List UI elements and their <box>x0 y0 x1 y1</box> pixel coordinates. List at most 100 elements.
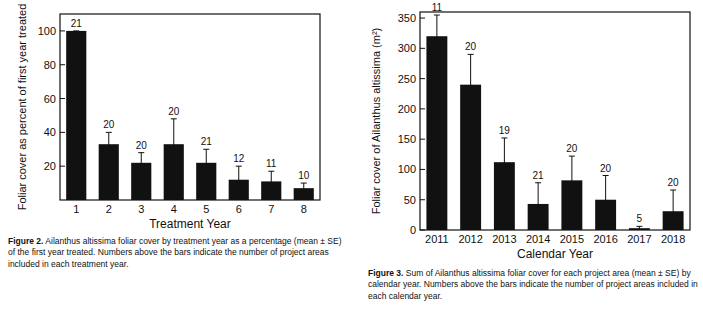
error-cap <box>171 118 177 119</box>
y-tick <box>420 48 425 49</box>
count-label: 20 <box>136 140 148 151</box>
count-label: 20 <box>600 163 612 174</box>
error-bar <box>468 54 474 115</box>
error-bar <box>268 171 274 191</box>
error-line <box>271 171 272 191</box>
error-bar <box>203 149 209 176</box>
error-cap <box>501 137 507 138</box>
chart-0: 21202020211211102040608010012345678Treat… <box>16 4 320 231</box>
y-tick-label: 100 <box>38 25 56 37</box>
error-bar <box>138 153 144 173</box>
y-tick-label: 100 <box>398 163 416 175</box>
plot-frame <box>420 12 690 230</box>
y-tick <box>420 199 425 200</box>
error-cap <box>236 166 242 167</box>
error-line <box>173 119 174 170</box>
error-line <box>141 153 142 173</box>
figure-page: {"chart_data": [ {"type": "bar", "y_labe… <box>0 0 703 323</box>
x-axis-label: Treatment Year <box>149 217 231 231</box>
y-tick-label: 300 <box>398 42 416 54</box>
error-line <box>238 166 239 193</box>
x-tick-label: 2012 <box>458 233 482 245</box>
x-tick-label: 7 <box>268 203 274 215</box>
error-line <box>538 183 539 225</box>
y-tick-label: 200 <box>398 103 416 115</box>
error-cap <box>535 182 541 183</box>
error-bar <box>535 183 541 225</box>
y-tick <box>60 64 65 65</box>
y-tick <box>420 230 425 231</box>
error-bar <box>73 30 79 31</box>
y-tick <box>60 132 65 133</box>
error-line <box>673 190 674 230</box>
error-bar <box>501 138 507 186</box>
x-tick-label: 1 <box>73 203 79 215</box>
error-cap <box>106 132 112 133</box>
marks <box>426 15 683 230</box>
count-label: 20 <box>668 177 680 188</box>
count-label: 11 <box>432 2 443 13</box>
error-bar <box>171 119 177 170</box>
error-line <box>303 183 304 193</box>
error-line <box>206 149 207 176</box>
caption: Figure 2. Ailanthus altissima foliar cov… <box>8 236 343 270</box>
caption: Figure 3. Sum of Ailanthus altissima fol… <box>368 268 698 302</box>
x-tick-label: 4 <box>171 203 177 215</box>
plot-frame <box>60 14 320 200</box>
y-tick <box>420 169 425 170</box>
y-axis-label: Foliar cover of Ailanthus altissima (m²) <box>370 28 382 214</box>
x-tick-label: 2014 <box>526 233 550 245</box>
count-label: 20 <box>103 119 115 130</box>
error-cap <box>73 30 79 31</box>
caption-text: Ailanthus altissima foliar cover by trea… <box>8 236 342 269</box>
x-tick-label: 5 <box>203 203 209 215</box>
y-tick-label: 0 <box>410 224 416 236</box>
count-label: 11 <box>266 158 277 169</box>
error-line <box>108 132 109 156</box>
caption-label: Figure 2. <box>8 236 43 246</box>
bar <box>426 36 447 230</box>
x-tick-label: 2011 <box>425 233 449 245</box>
error-line <box>504 138 505 186</box>
y-tick-label: 150 <box>398 133 416 145</box>
y-tick-label: 40 <box>44 126 56 138</box>
x-tick-label: 2013 <box>492 233 516 245</box>
y-tick <box>60 30 65 31</box>
count-label: 20 <box>465 41 477 52</box>
x-tick-label: 2 <box>106 203 112 215</box>
marks <box>66 31 314 200</box>
error-bar <box>569 156 575 204</box>
count-label: 5 <box>637 213 643 224</box>
y-tick-label: 60 <box>44 93 56 105</box>
y-tick <box>60 166 65 167</box>
error-bar <box>106 132 112 156</box>
error-cap <box>603 175 609 176</box>
count-label: 21 <box>533 170 545 181</box>
count-label: 12 <box>233 153 245 164</box>
x-tick-label: 2017 <box>627 233 651 245</box>
error-line <box>571 156 572 204</box>
error-bar <box>301 183 307 193</box>
y-tick-label: 50 <box>404 194 416 206</box>
error-cap <box>301 183 307 184</box>
bar <box>66 31 86 200</box>
error-bar <box>434 15 440 57</box>
error-cap <box>203 149 209 150</box>
x-tick-label: 6 <box>236 203 242 215</box>
error-cap <box>569 156 575 157</box>
y-tick <box>420 78 425 79</box>
chart-1: 1120192120205200501001502002503003502011… <box>370 2 690 261</box>
error-cap <box>670 190 676 191</box>
count-label: 21 <box>71 18 83 29</box>
error-line <box>436 15 437 57</box>
error-cap <box>138 152 144 153</box>
count-label: 20 <box>566 143 578 154</box>
y-tick <box>420 139 425 140</box>
error-bar <box>236 166 242 193</box>
x-axis-label: Calendar Year <box>517 247 593 261</box>
y-tick-label: 80 <box>44 59 56 71</box>
count-label: 19 <box>499 125 511 136</box>
count-label: 20 <box>168 106 180 117</box>
error-cap <box>636 226 642 227</box>
y-tick-label: 20 <box>44 160 56 172</box>
